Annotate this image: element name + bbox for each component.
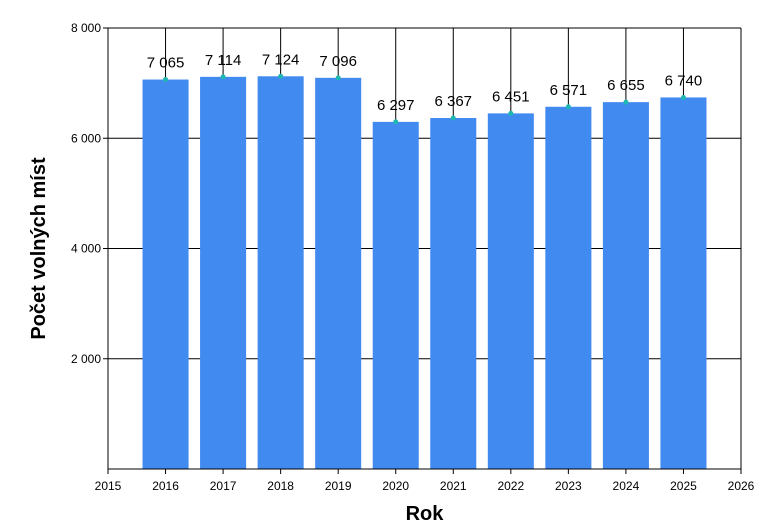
data-label: 7 065: [147, 55, 185, 72]
data-point-marker: [220, 74, 226, 80]
x-tick-label: 2019: [325, 479, 352, 493]
data-point-marker: [335, 75, 341, 81]
bar: [200, 76, 247, 469]
x-tick-label: 2021: [440, 479, 467, 493]
bar: [257, 76, 304, 470]
x-tick-label: 2025: [670, 479, 697, 493]
bar: [142, 79, 189, 470]
data-label: 6 740: [665, 72, 703, 89]
data-label: 6 451: [492, 88, 530, 105]
y-axis-title: Počet volných míst: [28, 157, 50, 340]
data-label: 6 571: [550, 82, 588, 99]
y-tick-label: 4 000: [71, 242, 101, 256]
x-tick-label: 2024: [613, 479, 640, 493]
x-tick-label: 2026: [728, 479, 755, 493]
x-tick-label: 2016: [152, 479, 179, 493]
data-label: 6 297: [377, 97, 415, 114]
data-point-marker: [565, 104, 571, 110]
x-tick-label: 2018: [267, 479, 294, 493]
data-label: 7 124: [262, 51, 300, 68]
x-tick-label: 2023: [555, 479, 582, 493]
data-point-marker: [393, 119, 399, 125]
x-tick-label: 2017: [210, 479, 237, 493]
data-point-marker: [680, 94, 686, 100]
x-tick-label: 2020: [382, 479, 409, 493]
x-axis-title: Rok: [406, 503, 445, 525]
data-point-marker: [623, 99, 629, 105]
y-tick-label: 6 000: [71, 131, 101, 145]
data-labels: 7 065 7 114 7 124 7 096 6 297 6 367 6 451 6 571…: [147, 51, 702, 114]
tick-labels: 2 000 4 000 6 000 8 000 2015 2016 2017 2018 2019…: [71, 21, 755, 493]
bar: [430, 118, 477, 469]
data-point-marker: [508, 110, 514, 116]
data-label: 7 114: [205, 52, 241, 69]
data-label: 6 655: [607, 77, 645, 94]
bar: [372, 121, 419, 470]
data-point-marker: [278, 73, 284, 79]
bar: [315, 77, 362, 469]
y-tick-label: 8 000: [71, 21, 101, 35]
data-label: 6 367: [434, 93, 472, 110]
data-point-marker: [163, 77, 169, 83]
data-label: 7 096: [319, 53, 357, 70]
y-tick-label: 2 000: [71, 352, 101, 366]
bar: [545, 106, 592, 470]
data-markers: [163, 73, 686, 125]
x-tick-label: 2022: [497, 479, 524, 493]
bar: [660, 97, 707, 470]
bars: [142, 76, 707, 470]
x-tick-label: 2015: [95, 479, 122, 493]
bar: [487, 113, 534, 470]
data-point-marker: [450, 115, 456, 121]
axes: [103, 27, 742, 474]
bar: [602, 102, 649, 469]
